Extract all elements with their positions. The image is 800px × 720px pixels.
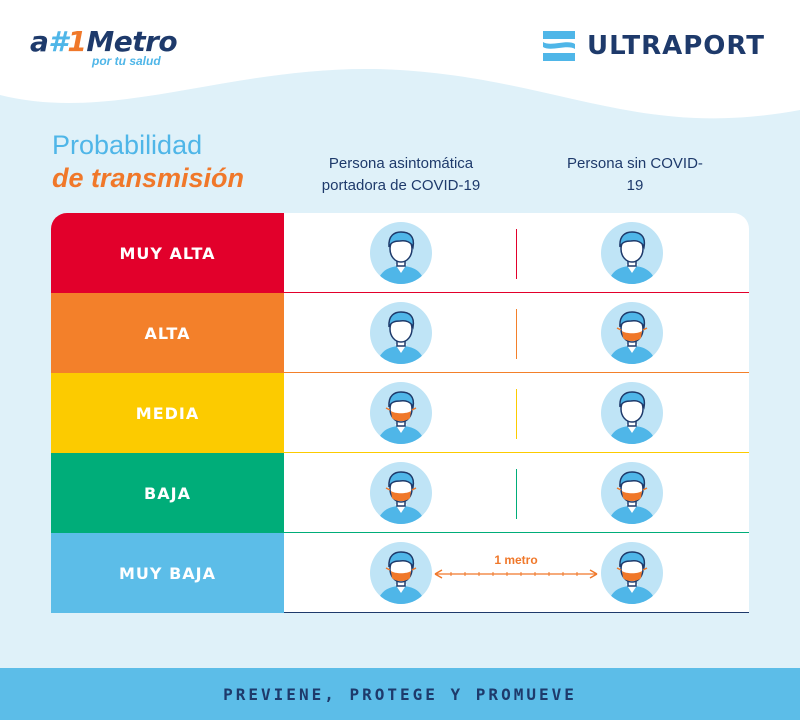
title-line2: de transmisión bbox=[52, 163, 245, 193]
center-divider bbox=[516, 389, 517, 439]
risk-label: ALTA bbox=[51, 293, 284, 373]
footer-slogan: PREVIENE, PROTEGE Y PROMUEVE bbox=[223, 684, 577, 704]
center-divider bbox=[516, 469, 517, 519]
logo-one: 1 bbox=[67, 25, 87, 58]
ultraport-mark-icon bbox=[543, 31, 575, 61]
logo-tagline: por tu salud bbox=[92, 54, 161, 68]
center-divider bbox=[516, 229, 517, 279]
risk-label: MUY BAJA bbox=[51, 533, 284, 613]
risk-row: MEDIA bbox=[51, 373, 749, 453]
logo-hash: # bbox=[48, 25, 68, 58]
distance-arrow-icon bbox=[434, 569, 598, 579]
healthy-avatar-icon bbox=[601, 462, 663, 524]
row-separator bbox=[284, 532, 749, 533]
risk-row: ALTA bbox=[51, 293, 749, 373]
carrier-avatar-icon bbox=[370, 462, 432, 524]
healthy-avatar-icon bbox=[601, 222, 663, 284]
risk-label: MEDIA bbox=[51, 373, 284, 453]
footer-banner: PREVIENE, PROTEGE Y PROMUEVE bbox=[0, 668, 800, 720]
carrier-avatar-icon bbox=[370, 302, 432, 364]
a1metro-logo: a#1Metro por tu salud bbox=[30, 28, 190, 76]
healthy-avatar-icon bbox=[601, 542, 663, 604]
title-line1: Probabilidad bbox=[52, 130, 203, 160]
ultraport-logo: ULTRAPORT bbox=[543, 30, 765, 62]
column-header-healthy: Persona sin COVID-19 bbox=[567, 155, 703, 194]
carrier-avatar-icon bbox=[370, 222, 432, 284]
center-divider bbox=[516, 309, 517, 359]
row-separator bbox=[284, 452, 749, 453]
ultraport-name: ULTRAPORT bbox=[587, 31, 765, 61]
risk-row: MUY ALTA bbox=[51, 213, 749, 293]
healthy-avatar-icon bbox=[601, 382, 663, 444]
transmission-table: MUY ALTA ALTA MEDIA BAJA MUY BAJA 1 metr… bbox=[51, 213, 749, 613]
carrier-avatar-icon bbox=[370, 382, 432, 444]
risk-label: MUY ALTA bbox=[51, 213, 284, 293]
row-separator bbox=[284, 372, 749, 373]
distance-indicator: 1 metro bbox=[431, 553, 601, 583]
page-title: Probabilidad de transmisión bbox=[52, 130, 244, 194]
risk-row: BAJA bbox=[51, 453, 749, 533]
distance-label: 1 metro bbox=[494, 553, 538, 567]
logo-prefix: a bbox=[30, 25, 49, 58]
risk-row: MUY BAJA 1 metro bbox=[51, 533, 749, 613]
row-separator bbox=[284, 612, 749, 613]
column-header-carrier: Persona asintomática portadora de COVID-… bbox=[321, 155, 481, 194]
healthy-avatar-icon bbox=[601, 302, 663, 364]
row-separator bbox=[284, 292, 749, 293]
logo-word: Metro bbox=[86, 25, 178, 58]
risk-label: BAJA bbox=[51, 453, 284, 533]
carrier-avatar-icon bbox=[370, 542, 432, 604]
